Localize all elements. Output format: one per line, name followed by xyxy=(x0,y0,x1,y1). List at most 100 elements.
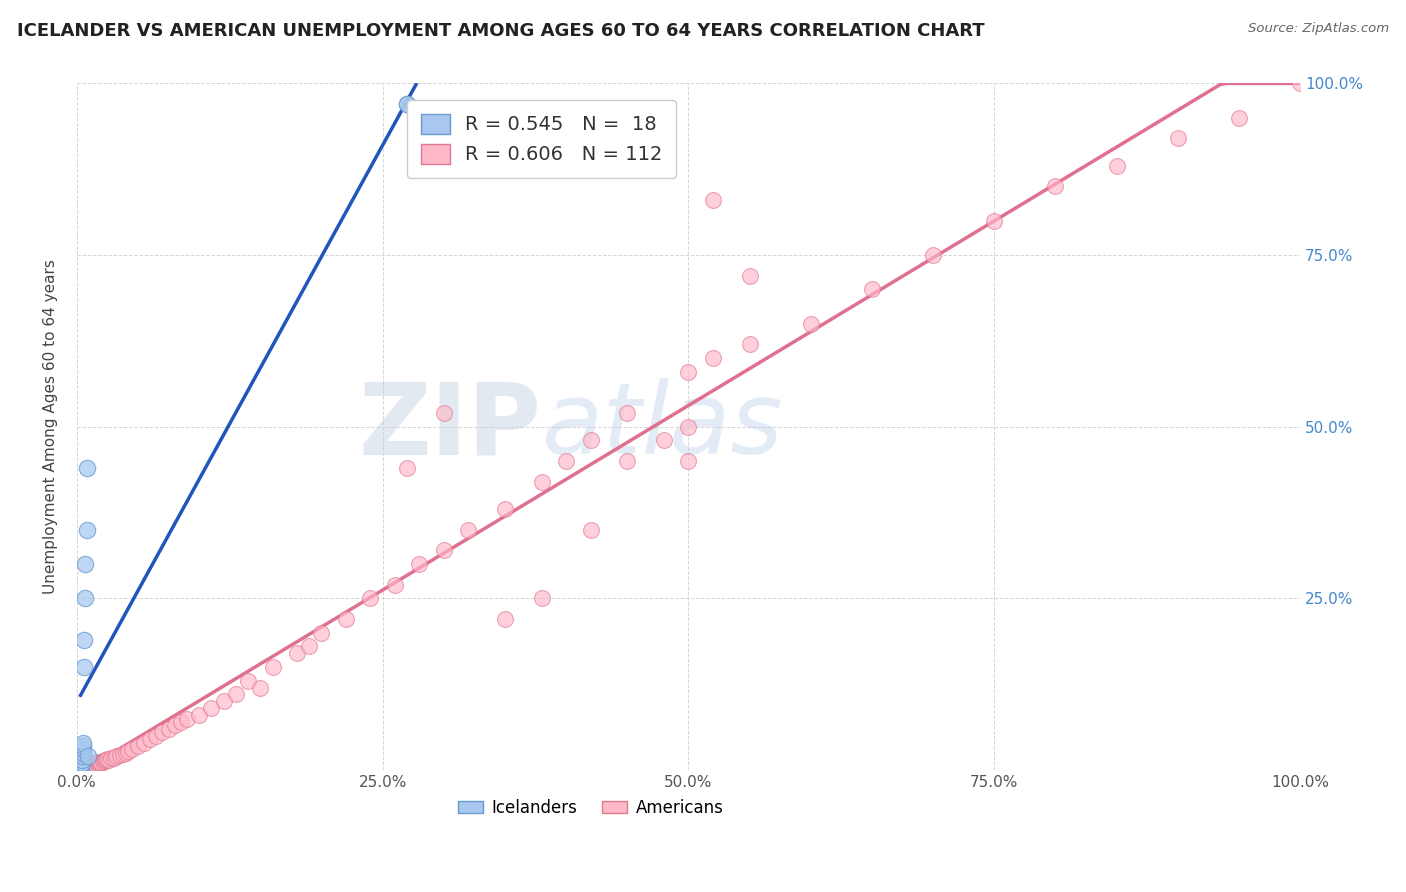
Point xyxy=(188,708,211,723)
Point xyxy=(75,557,97,571)
Point xyxy=(72,742,94,756)
Point xyxy=(678,454,700,468)
Point xyxy=(335,612,357,626)
Point xyxy=(1167,131,1189,145)
Text: Source: ZipAtlas.com: Source: ZipAtlas.com xyxy=(1249,22,1389,36)
Point xyxy=(200,701,222,715)
Text: ICELANDER VS AMERICAN UNEMPLOYMENT AMONG AGES 60 TO 64 YEARS CORRELATION CHART: ICELANDER VS AMERICAN UNEMPLOYMENT AMONG… xyxy=(17,22,984,40)
Point xyxy=(84,759,107,773)
Y-axis label: Unemployment Among Ages 60 to 64 years: Unemployment Among Ages 60 to 64 years xyxy=(44,260,58,594)
Point xyxy=(72,739,94,753)
Point xyxy=(860,282,883,296)
Point xyxy=(76,759,98,773)
Point xyxy=(145,729,167,743)
Point xyxy=(72,760,94,774)
Point xyxy=(97,753,120,767)
Point xyxy=(77,759,100,773)
Point xyxy=(76,761,98,775)
Point xyxy=(87,756,110,771)
Point xyxy=(530,475,553,489)
Point xyxy=(1105,159,1128,173)
Point xyxy=(84,756,107,771)
Point xyxy=(73,660,96,674)
Point xyxy=(90,756,112,771)
Point xyxy=(69,760,91,774)
Point xyxy=(77,761,100,775)
Point xyxy=(73,762,96,776)
Point xyxy=(108,747,131,762)
Point xyxy=(983,213,1005,227)
Point xyxy=(738,337,761,351)
Point xyxy=(73,632,96,647)
Point xyxy=(80,756,103,771)
Point xyxy=(80,759,103,773)
Point xyxy=(702,351,724,365)
Point xyxy=(678,419,700,434)
Point xyxy=(82,756,104,771)
Point xyxy=(433,406,456,420)
Point xyxy=(433,543,456,558)
Point xyxy=(79,758,101,772)
Point xyxy=(121,742,143,756)
Point xyxy=(75,760,97,774)
Point xyxy=(408,557,430,571)
Point xyxy=(170,714,193,729)
Point xyxy=(75,761,97,775)
Point xyxy=(249,681,271,695)
Point xyxy=(73,760,96,774)
Point xyxy=(76,758,98,772)
Point xyxy=(236,673,259,688)
Point xyxy=(285,646,308,660)
Point xyxy=(79,760,101,774)
Point xyxy=(73,758,96,772)
Point xyxy=(530,591,553,606)
Point xyxy=(70,761,93,775)
Legend: Icelanders, Americans: Icelanders, Americans xyxy=(451,792,730,823)
Point xyxy=(91,755,114,769)
Point xyxy=(69,762,91,776)
Text: atlas: atlas xyxy=(541,378,783,475)
Point xyxy=(70,762,93,776)
Point xyxy=(652,434,675,448)
Point xyxy=(738,268,761,283)
Point xyxy=(494,612,516,626)
Point xyxy=(69,761,91,775)
Point xyxy=(555,454,578,468)
Text: ZIP: ZIP xyxy=(359,378,541,475)
Point xyxy=(77,749,100,764)
Point xyxy=(86,757,108,772)
Point xyxy=(72,761,94,775)
Point xyxy=(77,760,100,774)
Point xyxy=(494,502,516,516)
Point xyxy=(1227,111,1250,125)
Point xyxy=(384,577,406,591)
Point xyxy=(70,753,93,767)
Point xyxy=(76,461,98,475)
Point xyxy=(69,761,91,775)
Point xyxy=(134,735,156,749)
Point xyxy=(457,523,479,537)
Point xyxy=(100,750,122,764)
Point xyxy=(176,711,198,725)
Point xyxy=(70,760,93,774)
Point xyxy=(112,747,135,761)
Point xyxy=(77,756,100,771)
Point xyxy=(157,722,180,736)
Point xyxy=(96,752,118,766)
Point xyxy=(212,694,235,708)
Point xyxy=(77,759,100,773)
Point xyxy=(70,749,93,764)
Point xyxy=(579,434,602,448)
Point xyxy=(298,640,321,654)
Point xyxy=(678,365,700,379)
Point xyxy=(800,317,823,331)
Point xyxy=(72,735,94,749)
Point xyxy=(139,732,162,747)
Point xyxy=(359,591,381,606)
Point xyxy=(72,762,94,776)
Point xyxy=(87,755,110,769)
Point xyxy=(70,759,93,773)
Point xyxy=(72,759,94,773)
Point xyxy=(579,523,602,537)
Point xyxy=(262,660,284,674)
